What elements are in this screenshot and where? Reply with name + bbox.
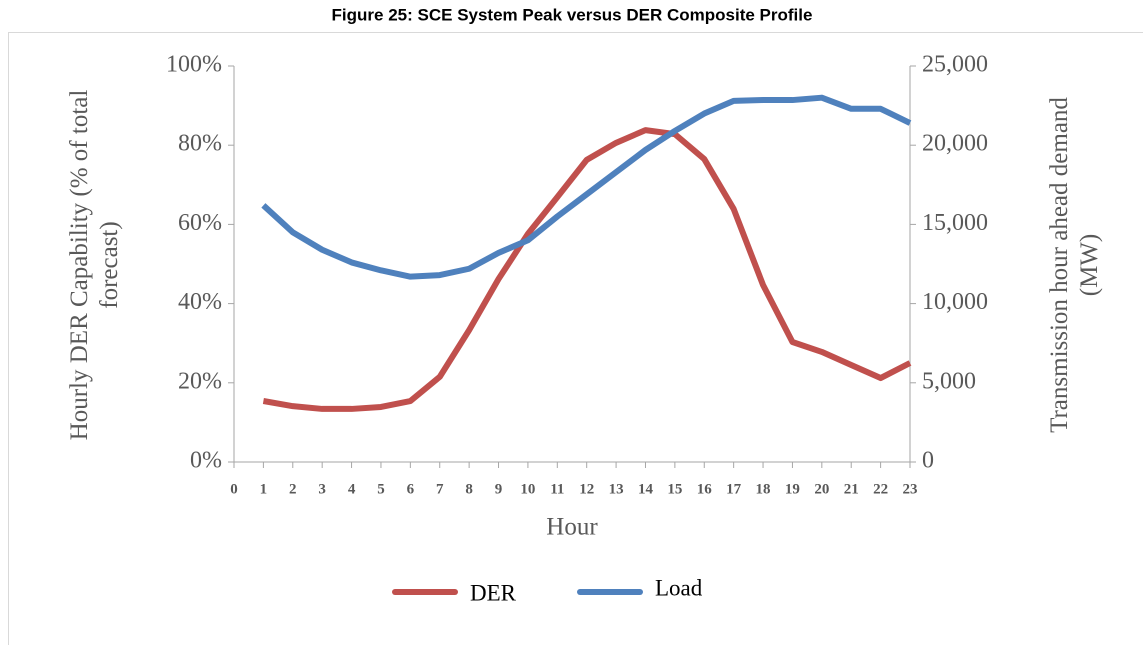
y-tick-label: 20%: [178, 368, 222, 394]
x-tick-label: 23: [903, 481, 918, 497]
x-tick-label: 1: [260, 481, 268, 497]
x-tick-label: 14: [638, 481, 654, 497]
x-tick-label: 5: [377, 481, 385, 497]
y2-tick-label: 0: [922, 448, 934, 474]
y2-tick-label: 25,000: [922, 52, 988, 78]
x-tick-label: 17: [726, 481, 742, 497]
y-tick-label: 60%: [178, 210, 222, 236]
x-tick-label: 18: [756, 481, 771, 497]
x-tick-label: 15: [667, 481, 682, 497]
x-tick-label: 12: [579, 481, 594, 497]
y2-axis-title: Transmission hour ahead demand (MW): [1046, 97, 1103, 433]
x-tick-label: 7: [436, 481, 444, 497]
y-tick-label: 0%: [190, 448, 222, 474]
x-tick-label: 8: [465, 481, 473, 497]
y-axis-title: Hourly DER Capability (% of total foreca…: [66, 89, 123, 441]
x-axis-title: Hour: [546, 514, 598, 541]
x-tick-label: 2: [289, 481, 297, 497]
x-tick-label: 0: [230, 481, 238, 497]
legend-label: DER: [470, 580, 517, 605]
y-tick-label: 40%: [178, 289, 222, 315]
x-tick-label: 6: [407, 481, 415, 497]
x-tick-label: 11: [550, 481, 564, 497]
x-tick-label: 9: [495, 481, 503, 497]
y2-tick-label: 20,000: [922, 131, 988, 157]
legend-label: Load: [655, 575, 703, 600]
y2-tick-label: 5,000: [922, 368, 976, 394]
line-series: [261, 94, 912, 280]
x-tick-label: 22: [873, 481, 888, 497]
x-tick-label: 3: [318, 481, 326, 497]
x-tick-label: 4: [348, 481, 356, 497]
x-tick-label: 21: [844, 481, 859, 497]
y2-tick-label: 10,000: [922, 289, 988, 315]
chart-title: Figure 25: SCE System Peak versus DER Co…: [332, 5, 813, 24]
y-tick-label: 100%: [166, 52, 222, 78]
x-tick-label: 16: [697, 481, 713, 497]
x-tick-label: 13: [609, 481, 624, 497]
x-tick-label: 10: [520, 481, 535, 497]
y-tick-label: 80%: [178, 131, 222, 157]
x-tick-label: 20: [814, 481, 829, 497]
y2-tick-label: 15,000: [922, 210, 988, 236]
line-series: [262, 127, 912, 412]
x-tick-label: 19: [785, 481, 800, 497]
